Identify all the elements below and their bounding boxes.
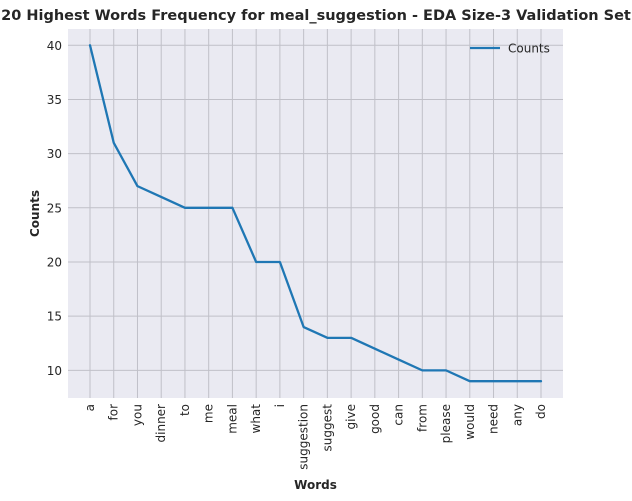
y-axis-label: Counts <box>28 190 42 237</box>
y-tick-label: 35 <box>47 93 62 107</box>
x-tick-label: for <box>107 404 121 421</box>
legend: Counts <box>470 42 550 56</box>
x-tick-label: a <box>83 404 97 411</box>
y-tick-label: 25 <box>47 201 62 215</box>
series-line-counts <box>88 44 543 383</box>
y-tick-label: 40 <box>47 39 62 53</box>
x-tick-label: from <box>415 404 429 432</box>
x-tick-label: can <box>392 404 406 426</box>
x-tick-label: you <box>130 404 144 426</box>
y-axis-ticks: 10 15 20 25 30 35 40 <box>47 39 62 378</box>
series-layer <box>88 44 543 383</box>
x-tick-label: to <box>178 404 192 416</box>
x-tick-label: would <box>463 404 477 440</box>
x-tick-label: i <box>273 404 287 407</box>
x-tick-label: dinner <box>154 404 168 443</box>
x-axis-ticks: a for you dinner to me meal what i suggestion sugg… <box>83 404 548 470</box>
plot-area <box>68 29 563 398</box>
x-tick-label: please <box>439 404 453 443</box>
x-tick-label: need <box>487 404 501 434</box>
x-tick-label: suggest <box>320 404 334 452</box>
x-tick-label: do <box>534 404 548 419</box>
x-tick-label: meal <box>225 404 239 434</box>
y-tick-label: 10 <box>47 364 62 378</box>
grid <box>68 29 563 398</box>
x-tick-label: good <box>368 404 382 434</box>
y-tick-label: 30 <box>47 147 62 161</box>
y-tick-label: 15 <box>47 310 62 324</box>
legend-label-counts: Counts <box>508 42 550 56</box>
x-tick-label: me <box>202 404 216 423</box>
chart-title: 20 Highest Words Frequency for meal_sugg… <box>1 8 631 24</box>
x-tick-label: give <box>344 404 358 429</box>
y-tick-label: 20 <box>47 255 62 269</box>
x-tick-label: any <box>510 404 524 426</box>
x-tick-label: suggestion <box>297 404 311 470</box>
x-axis-label: Words <box>294 478 337 492</box>
x-tick-label: what <box>249 404 263 434</box>
